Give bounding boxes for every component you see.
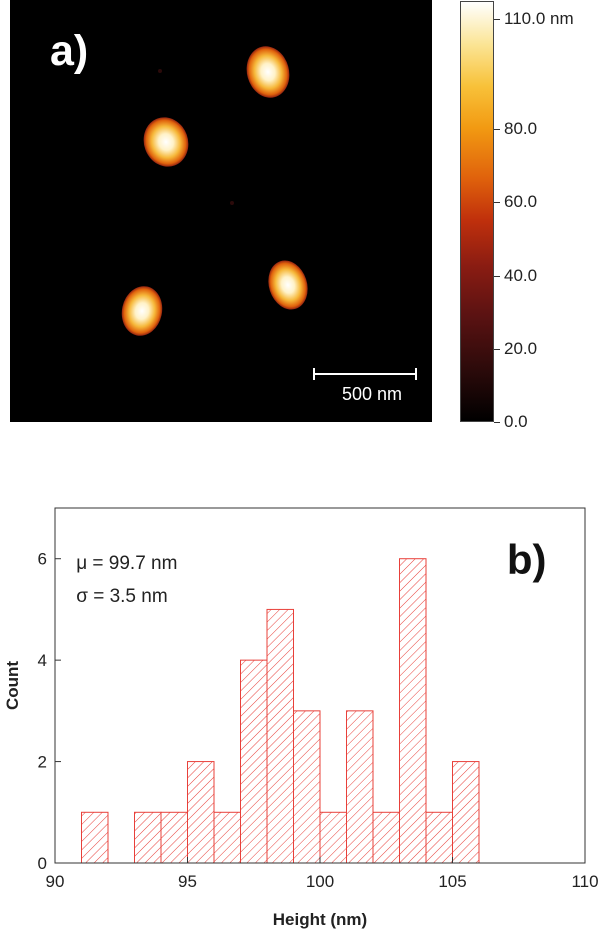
histogram-bar <box>134 811 162 864</box>
histogram-bar <box>213 811 241 864</box>
x-tick-label: 90 <box>46 872 65 891</box>
histogram-bar <box>160 811 188 864</box>
histogram-bar <box>81 811 109 864</box>
histogram-bar <box>372 811 400 864</box>
histogram-bar <box>346 710 374 864</box>
stats-annotation: σ = 3.5 nm <box>76 586 167 607</box>
panel-label-a: a) <box>50 27 89 75</box>
x-axis-label: Height (nm) <box>273 910 367 929</box>
height-colorbar: 110.0 nm 80.0 60.0 40.0 20.0 0.0 <box>460 0 610 430</box>
y-tick-label: 0 <box>38 854 47 873</box>
colorbar-tick <box>494 422 500 423</box>
colorbar-tick <box>494 19 500 21</box>
afm-height-image: a) 500 nm <box>10 0 432 422</box>
colorbar-tick <box>494 202 500 204</box>
histogram-bar <box>319 811 347 864</box>
nanoparticle <box>246 46 290 98</box>
colorbar-tick <box>494 275 500 277</box>
panel-label-b: b) <box>507 536 547 583</box>
colorbar-gradient <box>460 1 494 422</box>
surface-speck <box>158 69 162 73</box>
nanoparticle <box>143 117 189 167</box>
height-histogram: 90 95 100 105 110 0 2 4 6 Height (nm) Count μ = 99.… <box>0 490 610 939</box>
nanoparticle <box>121 286 163 336</box>
histogram-bar <box>452 761 480 864</box>
stats-annotation: μ = 99.7 nm <box>76 553 177 574</box>
histogram-bar <box>293 710 321 864</box>
colorbar-tick-label: 110.0 nm <box>504 9 574 29</box>
x-tick-label: 100 <box>306 872 334 891</box>
x-tick-label: 105 <box>438 872 466 891</box>
nanoparticle <box>268 260 308 310</box>
colorbar-tick-label: 40.0 <box>504 265 538 285</box>
afm-background <box>10 0 432 422</box>
y-tick-label: 6 <box>38 550 47 569</box>
histogram-bar <box>425 811 453 864</box>
scale-bar-label: 500 nm <box>341 384 403 404</box>
colorbar-tick-label: 60.0 <box>504 192 538 212</box>
colorbar-tick-label: 20.0 <box>504 338 538 358</box>
colorbar-tick-label: 80.0 <box>504 119 538 139</box>
colorbar-tick-label: 0.0 <box>504 412 528 431</box>
histogram-bar <box>240 659 268 864</box>
y-axis-label: Count <box>3 661 22 710</box>
x-tick-label: 95 <box>178 872 197 891</box>
y-tick-label: 2 <box>38 753 47 772</box>
histogram-bar <box>266 608 294 864</box>
histogram-bar <box>399 558 427 864</box>
x-tick-label: 110 <box>571 872 598 891</box>
surface-speck <box>230 201 234 205</box>
colorbar-tick <box>494 129 500 131</box>
histogram-bar <box>187 761 215 864</box>
y-tick-label: 4 <box>38 651 47 670</box>
colorbar-tick <box>494 348 500 350</box>
